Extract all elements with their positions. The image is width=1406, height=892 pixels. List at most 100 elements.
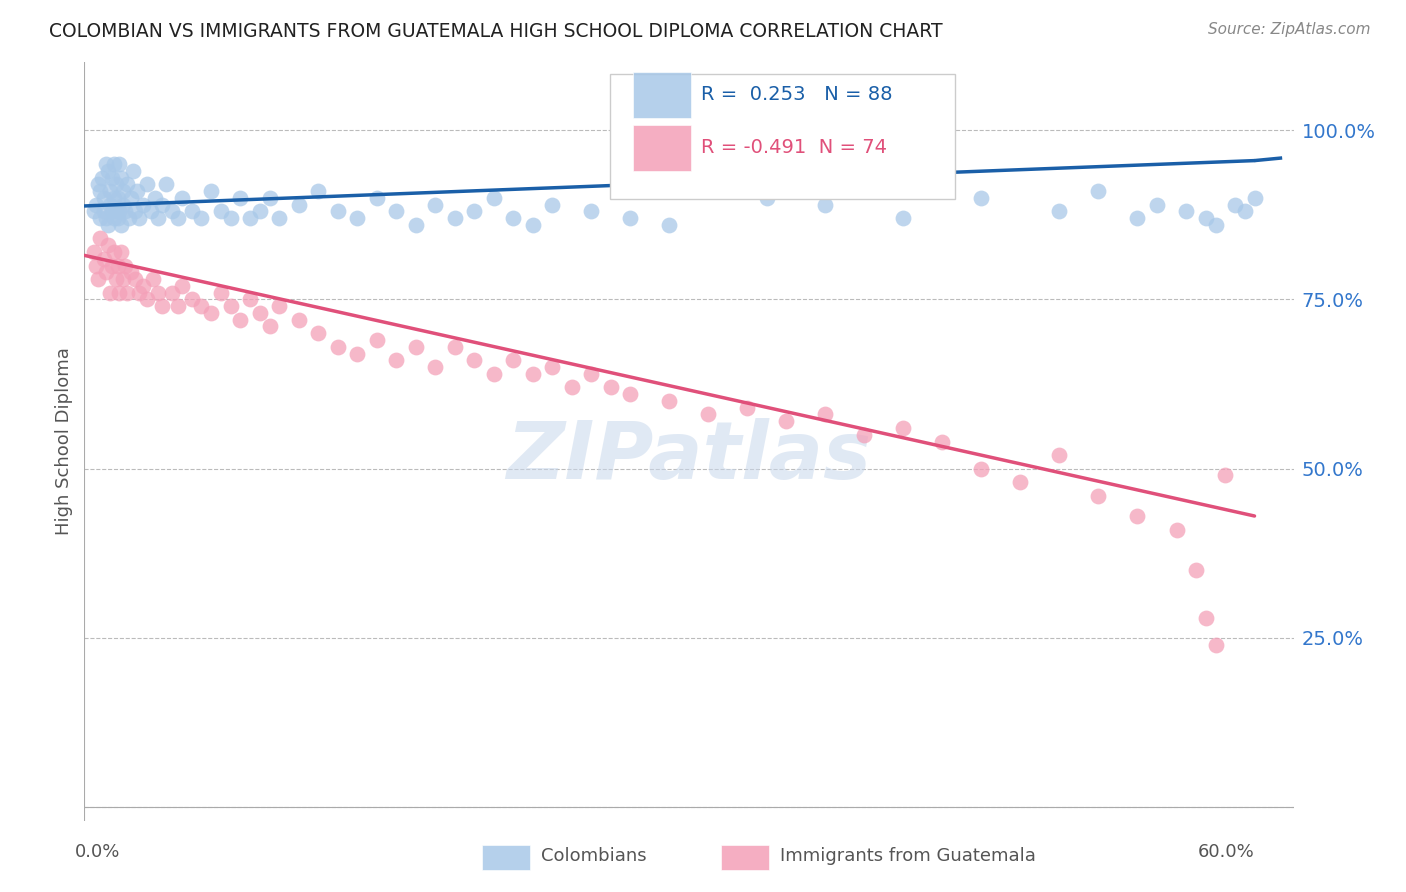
Point	[122, 163, 145, 178]
Point	[1233, 204, 1256, 219]
Point	[108, 204, 131, 219]
Point	[150, 299, 173, 313]
Point	[104, 272, 127, 286]
Point	[307, 184, 329, 198]
Point	[219, 211, 242, 226]
Point	[600, 380, 623, 394]
Point	[970, 461, 993, 475]
Point	[385, 353, 408, 368]
Point	[118, 211, 141, 226]
Point	[405, 340, 427, 354]
FancyBboxPatch shape	[633, 71, 692, 118]
Point	[425, 197, 447, 211]
Point	[1223, 197, 1246, 211]
Point	[346, 346, 368, 360]
Point	[100, 259, 122, 273]
Point	[110, 244, 132, 259]
Point	[107, 211, 129, 226]
Point	[190, 299, 212, 313]
Text: Colombians: Colombians	[541, 847, 647, 865]
Point	[737, 401, 759, 415]
Point	[143, 191, 166, 205]
Point	[755, 191, 778, 205]
Point	[1126, 508, 1149, 523]
FancyBboxPatch shape	[482, 845, 530, 870]
Point	[100, 204, 122, 219]
Text: R = -0.491  N = 74: R = -0.491 N = 74	[702, 138, 887, 157]
Point	[135, 293, 157, 307]
Point	[219, 299, 242, 313]
Point	[658, 393, 681, 408]
Point	[482, 191, 505, 205]
Point	[1146, 197, 1168, 211]
Point	[366, 191, 388, 205]
Point	[112, 197, 135, 211]
Point	[84, 259, 107, 273]
Point	[160, 285, 183, 300]
Point	[522, 367, 544, 381]
Text: Immigrants from Guatemala: Immigrants from Guatemala	[780, 847, 1036, 865]
Point	[1185, 563, 1208, 577]
Point	[1205, 638, 1227, 652]
Point	[405, 218, 427, 232]
Point	[1195, 610, 1218, 624]
Point	[135, 178, 157, 192]
Point	[482, 367, 505, 381]
Point	[142, 272, 165, 286]
Point	[180, 293, 202, 307]
Point	[463, 204, 485, 219]
Point	[103, 244, 125, 259]
Point	[893, 421, 915, 435]
Point	[1010, 475, 1032, 490]
Point	[1243, 191, 1265, 205]
Point	[128, 211, 150, 226]
Point	[97, 238, 120, 252]
Point	[120, 265, 142, 279]
Point	[288, 312, 311, 326]
Point	[94, 265, 117, 279]
Point	[1213, 468, 1236, 483]
Point	[385, 204, 408, 219]
Point	[112, 272, 135, 286]
Point	[170, 278, 193, 293]
Point	[94, 157, 117, 171]
Point	[107, 259, 129, 273]
Point	[97, 163, 120, 178]
Point	[444, 340, 467, 354]
Point	[775, 414, 797, 428]
Point	[110, 170, 132, 185]
Point	[541, 360, 564, 375]
Point	[89, 184, 111, 198]
Point	[269, 211, 291, 226]
Point	[103, 191, 125, 205]
Point	[619, 387, 641, 401]
Point	[814, 408, 837, 422]
Point	[108, 157, 131, 171]
Text: 0.0%: 0.0%	[75, 844, 120, 862]
Point	[209, 204, 232, 219]
Point	[307, 326, 329, 341]
Point	[107, 191, 129, 205]
Point	[658, 218, 681, 232]
Point	[117, 285, 139, 300]
Point	[970, 191, 993, 205]
Point	[893, 211, 915, 226]
Point	[132, 197, 155, 211]
Point	[93, 252, 115, 266]
Point	[425, 360, 447, 375]
Point	[125, 184, 148, 198]
Point	[87, 272, 110, 286]
Point	[89, 231, 111, 245]
Point	[98, 285, 121, 300]
Point	[200, 306, 222, 320]
Point	[90, 170, 112, 185]
Point	[190, 211, 212, 226]
Text: Source: ZipAtlas.com: Source: ZipAtlas.com	[1208, 22, 1371, 37]
Point	[444, 211, 467, 226]
Point	[170, 191, 193, 205]
Point	[103, 211, 125, 226]
Point	[150, 197, 173, 211]
FancyBboxPatch shape	[721, 845, 769, 870]
Point	[128, 285, 150, 300]
Point	[200, 184, 222, 198]
